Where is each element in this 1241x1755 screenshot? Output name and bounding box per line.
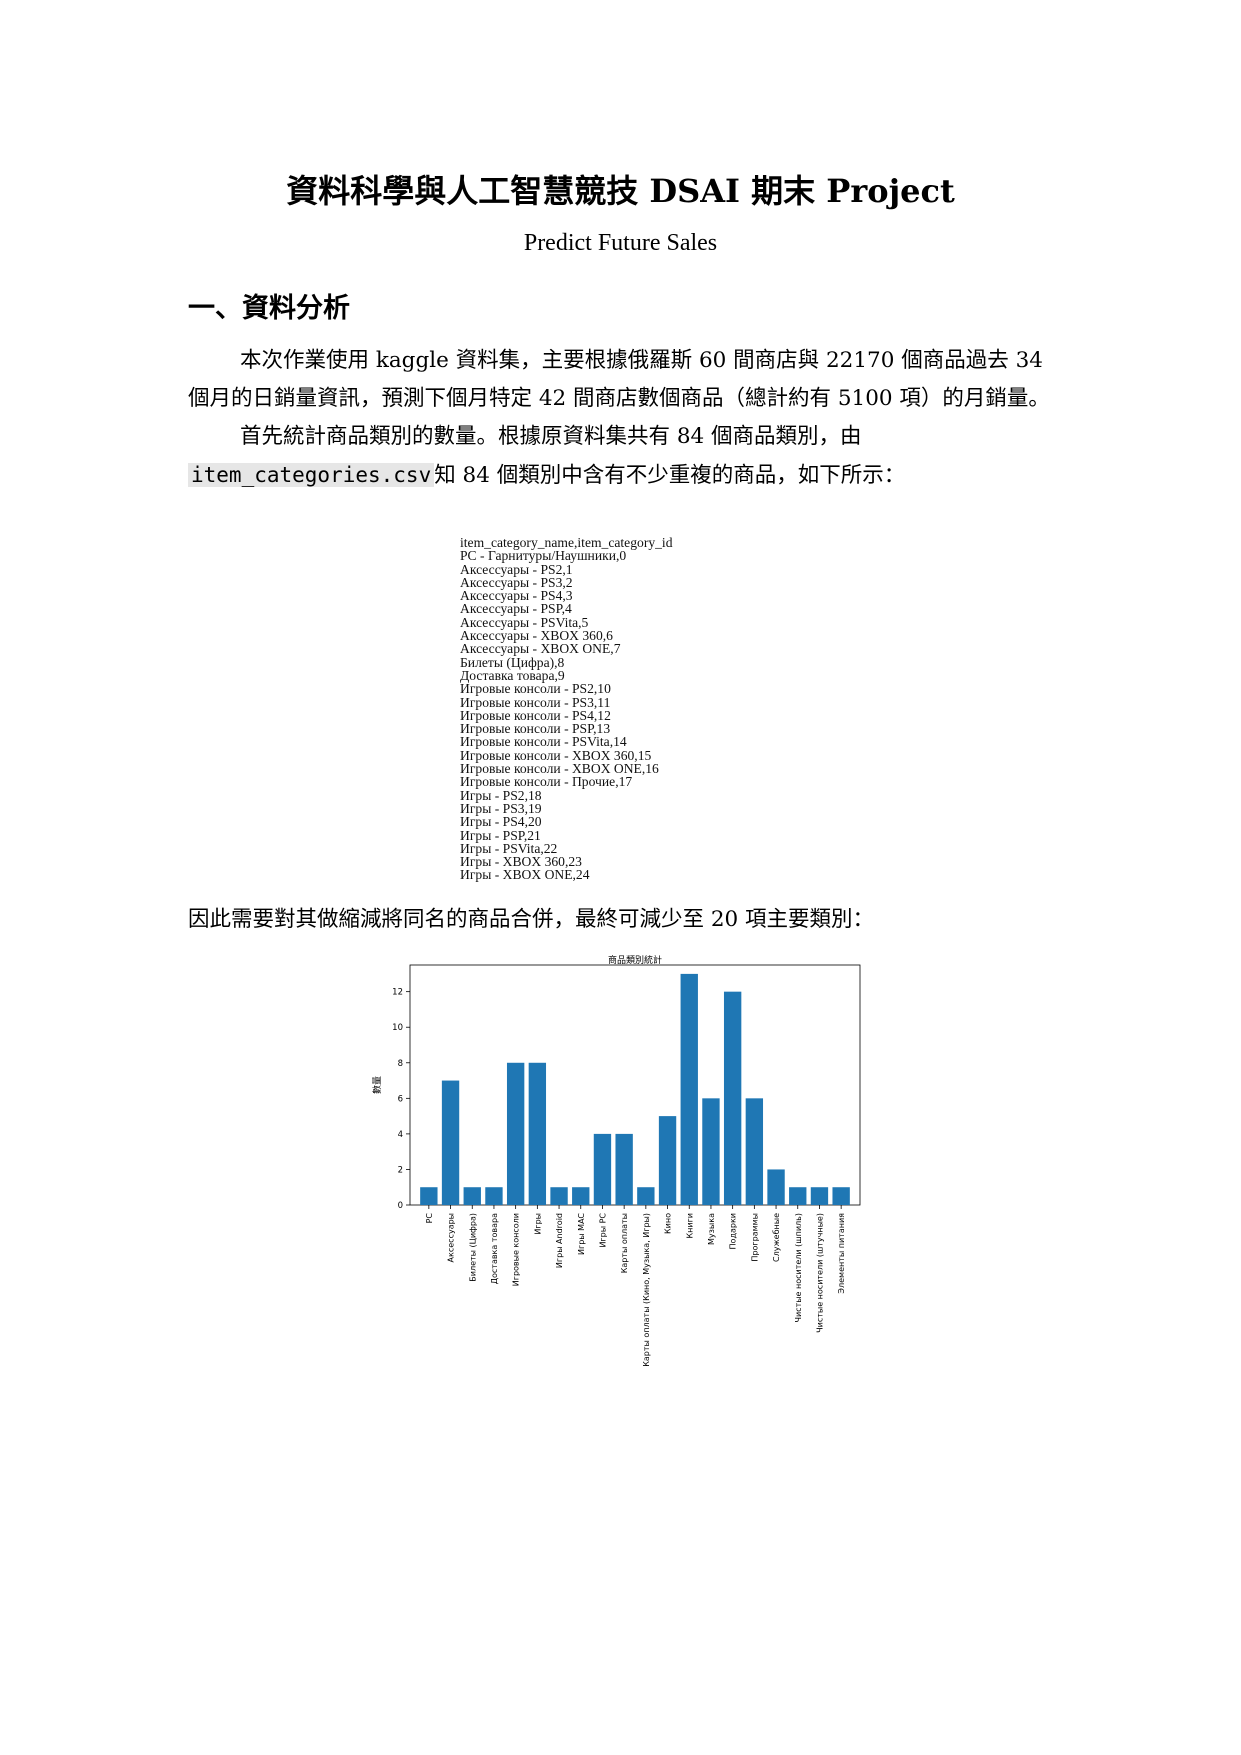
x-tick-label: Служебные [772, 1213, 781, 1262]
csv-line: Игры - PSVita,22 [460, 840, 558, 856]
paragraph-reduction: 因此需要對其做縮減將同名的商品合併，最終可減少至 20 項主要類別： [188, 907, 875, 932]
bar [832, 1187, 850, 1205]
csv-line: Игровые консоли - XBOX 360,15 [460, 747, 652, 763]
x-tick-label: Игры PC [598, 1213, 607, 1248]
inline-code-filename: item_categories.csv [188, 463, 435, 487]
csv-line: Игровые консоли - PS3,11 [460, 694, 611, 710]
csv-line: Аксессуары - PSP,4 [460, 601, 572, 617]
x-tick-label: Книги [685, 1213, 694, 1239]
csv-line: Аксессуары - XBOX ONE,7 [460, 641, 621, 657]
x-tick-label: Игры [533, 1213, 542, 1235]
csv-line: Доставка товара,9 [460, 667, 565, 683]
csv-line: Игры - PS2,18 [460, 787, 542, 803]
bar [767, 1169, 785, 1205]
y-tick-label: 8 [398, 1059, 403, 1069]
csv-line: Игры - PS4,20 [460, 814, 542, 830]
bar [441, 1080, 460, 1205]
csv-line: Игровые консоли - PSP,13 [460, 721, 611, 737]
bar [702, 1098, 720, 1205]
csv-preview-image: item_category_name,item_category_id PC - … [460, 536, 800, 890]
bar [680, 973, 698, 1205]
csv-line: Игровые консоли - PS4,12 [460, 707, 611, 723]
csv-line: Игры - PS3,19 [460, 800, 542, 816]
csv-line: Аксессуары - PS4,3 [460, 588, 573, 604]
csv-line: Аксессуары - PS3,2 [460, 574, 573, 590]
x-tick-label: Чистые носители (шпиль) [794, 1213, 803, 1323]
x-tick-label: Карты оплаты [620, 1213, 629, 1273]
bar [723, 991, 742, 1205]
y-tick-label: 10 [392, 1023, 403, 1033]
x-tick-label: Билеты (Цифра) [468, 1213, 477, 1282]
csv-line: Аксессуары - XBOX 360,6 [460, 628, 613, 644]
bar [658, 1116, 677, 1205]
plot-frame [409, 964, 861, 1206]
section-heading: 一、資料分析 [188, 293, 350, 324]
csv-line: Игровые консоли - PSVita,14 [460, 734, 627, 750]
bar [420, 1187, 438, 1205]
x-tick-label: Чистые носители (штучные) [815, 1213, 824, 1333]
x-tick-label: Музыка [707, 1213, 716, 1245]
x-tick-label: Программы [750, 1213, 759, 1262]
chart-title: 商品類別統計 [608, 955, 662, 966]
csv-line: Игровые консоли - PS2,10 [460, 681, 611, 697]
csv-line: Аксессуары - PS2,1 [460, 561, 573, 577]
x-tick-label: PC [425, 1213, 434, 1224]
csv-line: Игровые консоли - XBOX ONE,16 [460, 761, 659, 777]
x-tick-label: Карты оплаты (Кино, Музыка, Игры) [642, 1213, 651, 1367]
y-tick-label: 12 [392, 988, 403, 998]
y-tick-label: 0 [398, 1201, 403, 1211]
bar [745, 1098, 764, 1205]
csv-line: Билеты (Цифра),8 [460, 654, 565, 670]
bar [810, 1187, 829, 1205]
x-tick-label: Доставка товара [490, 1213, 499, 1284]
x-tick-label: Аксессуары [447, 1213, 456, 1262]
y-tick-label: 2 [398, 1165, 403, 1175]
x-tick-label: Элементы питания [837, 1213, 846, 1294]
document-subtitle: Predict Future Sales [523, 230, 718, 256]
csv-line: Игры - PSP,21 [460, 827, 541, 843]
bar [572, 1187, 590, 1205]
x-tick-label: Игры MAC [577, 1213, 586, 1255]
paragraph-categories-text-a: 首先統計商品類別的數量。根據原資料集共有 84 個商品類別，由 [240, 424, 862, 449]
bar [550, 1187, 568, 1205]
x-tick-label: Игровые консоли [512, 1213, 521, 1286]
bar [615, 1133, 633, 1205]
bar [463, 1187, 481, 1205]
bar [485, 1187, 503, 1205]
bar [528, 1062, 547, 1205]
bar [506, 1062, 525, 1205]
paragraph-categories: 首先統計商品類別的數量。根據原資料集共有 84 個商品類別，由 item_cate… [188, 418, 1058, 495]
paragraph-dataset: 本次作業使用 kaggle 資料集，主要根據俄羅斯 60 間商店與 22170 … [188, 348, 1050, 411]
x-tick-label: Кино [664, 1213, 673, 1234]
intro-paragraph: 本次作業使用 kaggle 資料集，主要根據俄羅斯 60 間商店與 22170 … [188, 342, 1058, 495]
bar [593, 1133, 612, 1205]
y-axis-label: 數量 [371, 1076, 383, 1094]
csv-line: PC - Гарнитуры/Наушники,0 [460, 548, 627, 564]
y-tick-label: 4 [398, 1130, 403, 1140]
document-title: 資料科學與人工智慧競技 DSAI 期末 Project [286, 172, 955, 210]
bar [637, 1187, 655, 1205]
x-tick-label: Игры Android [555, 1213, 564, 1268]
paragraph-categories-text-b: 知 84 個類別中含有不少重複的商品，如下所示： [434, 463, 906, 488]
y-tick-label: 6 [398, 1094, 403, 1104]
csv-line: Игровые консоли - Прочие,17 [460, 774, 633, 790]
csv-line: Аксессуары - PSVita,5 [460, 614, 589, 630]
csv-line: Игры - XBOX ONE,24 [460, 867, 590, 883]
csv-line: Игры - XBOX 360,23 [460, 854, 582, 870]
x-tick-label: Подарки [729, 1213, 738, 1249]
csv-line: item_category_name,item_category_id [460, 536, 673, 550]
bar [789, 1187, 807, 1205]
